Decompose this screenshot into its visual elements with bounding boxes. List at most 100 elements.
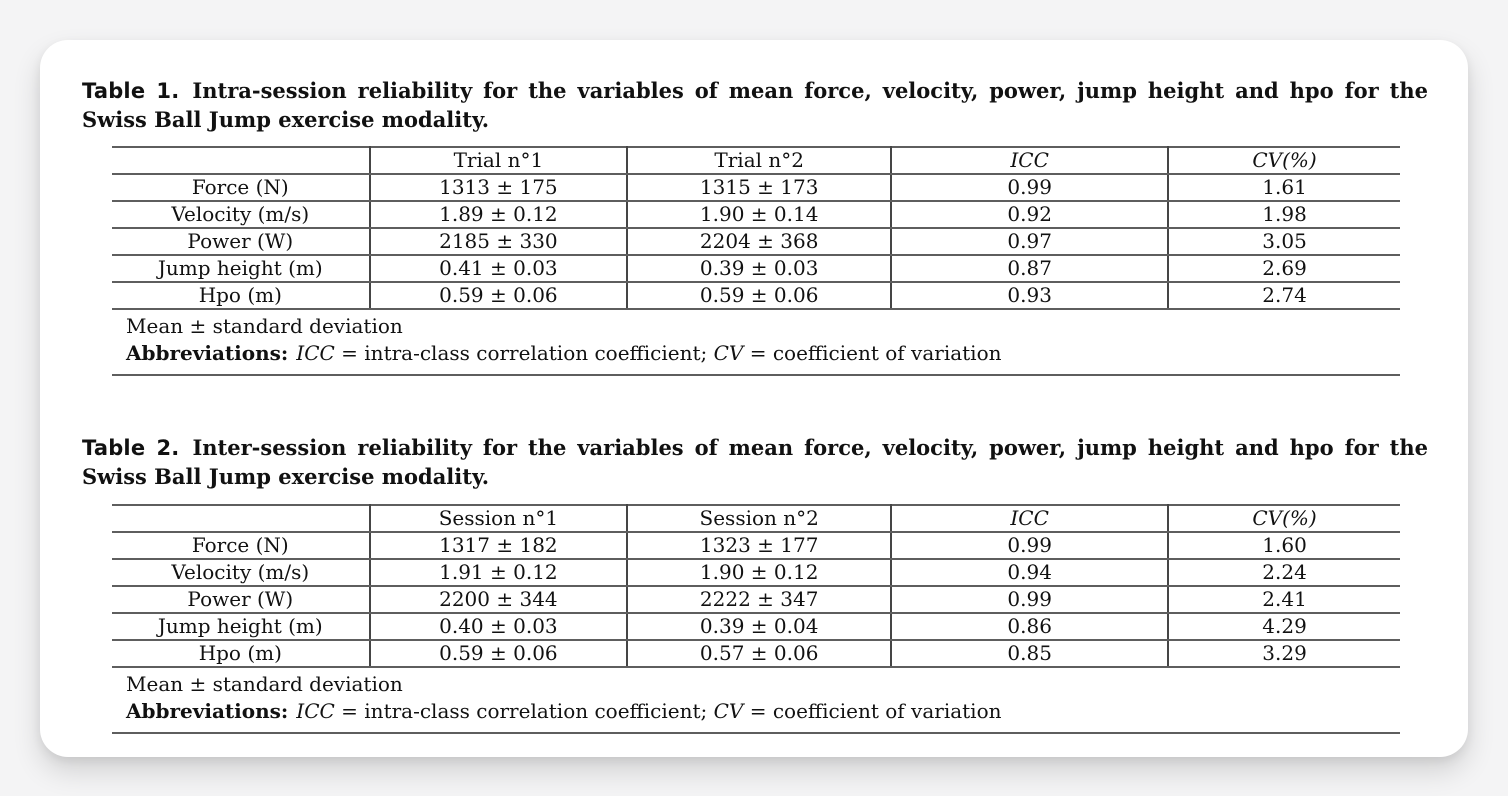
abbreviation-term: ICC (296, 341, 335, 366)
table-row: Hpo (m) 0.59 ± 0.06 0.59 ± 0.06 0.93 2.74 (112, 281, 1400, 311)
table-caption: Table 1. Intra-session reliability for th… (82, 77, 1428, 133)
table-block-1: Table 1. Intra-session reliability for th… (82, 77, 1428, 377)
cell-value: 1.98 (1167, 200, 1400, 230)
cell-value: 1.60 (1167, 530, 1400, 560)
table-label: Table 1. (82, 79, 180, 103)
cell-value: 2185 ± 330 (368, 227, 629, 257)
cell-value: 1.90 ± 0.12 (626, 557, 893, 587)
row-label: Power (W) (112, 227, 371, 257)
row-label: Power (W) (112, 584, 371, 614)
abbreviations-text: ICC = intra-class correlation coefficien… (296, 699, 1001, 723)
column-header (112, 146, 371, 176)
column-header: CV(%) (1167, 146, 1400, 176)
footnote-mean-sd: Mean ± standard deviation (126, 314, 403, 339)
table-caption-text: Inter-session reliability for the variab… (82, 435, 1428, 490)
abbreviation-term: ICC (296, 698, 335, 723)
table-block-2: Table 2. Inter-session reliability for th… (82, 434, 1428, 734)
cell-value: 0.85 (890, 638, 1170, 668)
table-row: Power (W) 2200 ± 344 2222 ± 347 0.99 2.41 (112, 584, 1400, 614)
cell-value: 1.89 ± 0.12 (368, 200, 629, 230)
footnote-abbreviations: Abbreviations: ICC = intra-class correlat… (126, 340, 1400, 367)
cell-value: 0.41 ± 0.03 (368, 254, 629, 284)
cell-value: 1323 ± 177 (626, 530, 893, 560)
header-row: Session n°1 Session n°2 ICC CV(%) (112, 503, 1400, 533)
table-row: Velocity (m/s) 1.89 ± 0.12 1.90 ± 0.14 0.92… (112, 200, 1400, 230)
column-header: ICC (890, 503, 1170, 533)
cell-value: 0.86 (890, 611, 1170, 641)
cell-value: 0.39 ± 0.03 (626, 254, 893, 284)
cell-value: 0.59 ± 0.06 (368, 638, 629, 668)
data-table: Trial n°1 Trial n°2 ICC CV(%) Force (N) 1313… (112, 146, 1400, 311)
table-row: Jump height (m) 0.41 ± 0.03 0.39 ± 0.03 0.8… (112, 254, 1400, 284)
cell-value: 1315 ± 173 (626, 173, 893, 203)
column-header: Trial n°2 (626, 146, 893, 176)
cell-value: 1.61 (1167, 173, 1400, 203)
cell-value: 2.74 (1167, 281, 1400, 311)
abbreviation-term: CV (713, 341, 744, 366)
cell-value: 2200 ± 344 (368, 584, 629, 614)
table-body: Force (N) 1317 ± 182 1323 ± 177 0.99 1.60 Vel… (112, 530, 1400, 668)
cell-value: 0.59 ± 0.06 (368, 281, 629, 311)
cell-value: 3.05 (1167, 227, 1400, 257)
cell-value: 0.92 (890, 200, 1170, 230)
table-row: Jump height (m) 0.40 ± 0.03 0.39 ± 0.04 0.8… (112, 611, 1400, 641)
cell-value: 0.40 ± 0.03 (368, 611, 629, 641)
cell-value: 2204 ± 368 (626, 227, 893, 257)
cell-value: 2.41 (1167, 584, 1400, 614)
cell-value: 0.93 (890, 281, 1170, 311)
cell-value: 3.29 (1167, 638, 1400, 668)
row-label: Velocity (m/s) (112, 557, 371, 587)
row-label: Hpo (m) (112, 281, 371, 311)
cell-value: 0.99 (890, 584, 1170, 614)
cell-value: 2222 ± 347 (626, 584, 893, 614)
table-footnotes: Mean ± standard deviation Abbreviations:… (112, 310, 1400, 377)
row-label: Jump height (m) (112, 254, 371, 284)
table-row: Power (W) 2185 ± 330 2204 ± 368 0.97 3.05 (112, 227, 1400, 257)
table-caption: Table 2. Inter-session reliability for th… (82, 434, 1428, 490)
footnote-abbreviations: Abbreviations: ICC = intra-class correlat… (126, 698, 1400, 725)
abbreviation-definition: = intra-class correlation coefficient; (334, 341, 714, 366)
table-row: Velocity (m/s) 1.91 ± 0.12 1.90 ± 0.12 0.94… (112, 557, 1400, 587)
column-header: CV(%) (1167, 503, 1400, 533)
cell-value: 4.29 (1167, 611, 1400, 641)
abbreviation-definition: = intra-class correlation coefficient; (334, 698, 714, 723)
column-header: ICC (890, 146, 1170, 176)
cell-value: 0.57 ± 0.06 (626, 638, 893, 668)
cell-value: 2.69 (1167, 254, 1400, 284)
cell-value: 2.24 (1167, 557, 1400, 587)
table-body: Force (N) 1313 ± 175 1315 ± 173 0.99 1.61 Vel… (112, 173, 1400, 311)
abbreviation-definition: = coefficient of variation (743, 698, 1002, 723)
cell-value: 0.94 (890, 557, 1170, 587)
column-header: Session n°2 (626, 503, 893, 533)
table-footnotes: Mean ± standard deviation Abbreviations:… (112, 668, 1400, 734)
table-row: Force (N) 1317 ± 182 1323 ± 177 0.99 1.60 (112, 530, 1400, 560)
cell-value: 0.39 ± 0.04 (626, 611, 893, 641)
paper-card: Table 1. Intra-session reliability for th… (40, 40, 1468, 757)
column-header (112, 503, 371, 533)
cell-value: 0.87 (890, 254, 1170, 284)
row-label: Velocity (m/s) (112, 200, 371, 230)
table-label: Table 2. (82, 436, 180, 461)
row-label: Force (N) (112, 173, 371, 203)
abbreviation-definition: = coefficient of variation (743, 341, 1002, 366)
cell-value: 1.91 ± 0.12 (368, 557, 629, 587)
data-table: Session n°1 Session n°2 ICC CV(%) Force (N)… (112, 503, 1400, 668)
cell-value: 0.99 (890, 173, 1170, 203)
cell-value: 1317 ± 182 (368, 530, 629, 560)
cell-value: 1.90 ± 0.14 (626, 200, 893, 230)
cell-value: 0.59 ± 0.06 (626, 281, 893, 311)
row-label: Hpo (m) (112, 638, 371, 668)
tables-container: Table 1. Intra-session reliability for th… (82, 77, 1428, 734)
cell-value: 1313 ± 175 (368, 173, 629, 203)
abbreviations-label: Abbreviations: (126, 341, 289, 366)
table-caption-text: Intra-session reliability for the variab… (82, 78, 1428, 132)
abbreviations-text: ICC = intra-class correlation coefficien… (296, 341, 1001, 365)
row-label: Jump height (m) (112, 611, 371, 641)
footnote-mean-sd: Mean ± standard deviation (126, 671, 403, 696)
abbreviations-label: Abbreviations: (126, 698, 289, 723)
table-row: Hpo (m) 0.59 ± 0.06 0.57 ± 0.06 0.85 3.29 (112, 638, 1400, 668)
column-header: Session n°1 (368, 503, 629, 533)
column-header: Trial n°1 (368, 146, 629, 176)
cell-value: 0.99 (890, 530, 1170, 560)
header-row: Trial n°1 Trial n°2 ICC CV(%) (112, 146, 1400, 176)
